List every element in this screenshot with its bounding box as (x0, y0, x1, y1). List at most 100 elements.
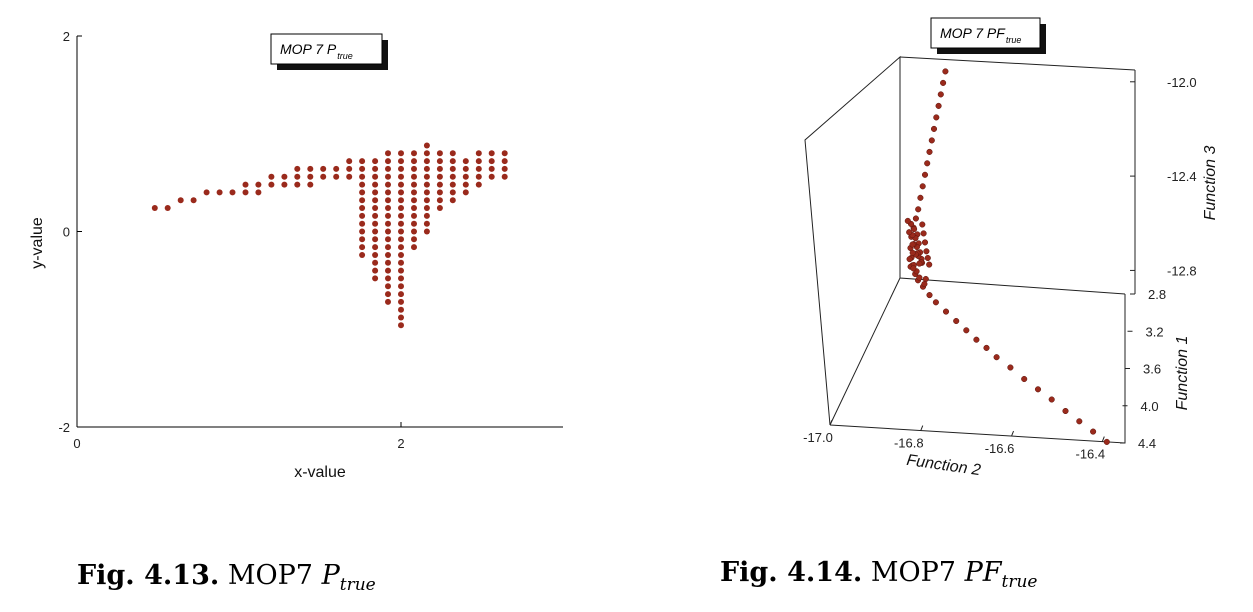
scatter-point (385, 229, 391, 235)
scatter-point (398, 244, 404, 250)
scatter-point (437, 189, 443, 195)
scatter-point (411, 150, 417, 156)
scatter-point (268, 182, 274, 188)
scatter-point (489, 166, 495, 172)
scatter-point (424, 166, 430, 172)
caption-label: Fig. 4.13. (77, 560, 219, 591)
figure-caption-4-13: Fig. 4.13. MOP7 Ptrue (77, 560, 376, 595)
function3-tick-label: -12.4 (1167, 169, 1197, 184)
scatter-points (152, 143, 508, 329)
scatter-point (372, 213, 378, 219)
scatter-point (450, 166, 456, 172)
scatter-point (450, 150, 456, 156)
scatter-point (385, 150, 391, 156)
scatter-point (411, 166, 417, 172)
scatter-point (359, 244, 365, 250)
scatter-point (359, 221, 365, 227)
scatter-point (424, 150, 430, 156)
y-tick-label: -2 (58, 420, 70, 435)
scatter3d-point (923, 276, 929, 282)
scatter3d-point (910, 242, 916, 248)
function1-axis-label: Function 1 (1174, 336, 1191, 411)
scatter-point (463, 166, 469, 172)
scatter3d-point (927, 149, 933, 155)
function1-tick-label: 3.2 (1146, 324, 1164, 339)
scatter-point (372, 174, 378, 180)
scatter-point (398, 189, 404, 195)
scatter-point (359, 189, 365, 195)
scatter-point (450, 197, 456, 203)
back-edges (805, 57, 1125, 425)
function2-tick-label: -17.0 (803, 430, 833, 445)
scatter-point (398, 283, 404, 289)
scatter-point (385, 158, 391, 164)
scatter-point (398, 275, 404, 281)
scatter-point (372, 260, 378, 266)
chart-title-main: MOP 7 PF (940, 25, 1006, 41)
scatter3d-point (934, 115, 940, 121)
scatter3d-point (1104, 439, 1110, 445)
scatter3d-point (1077, 419, 1083, 425)
scatter-point (372, 182, 378, 188)
scatter-point (424, 158, 430, 164)
scatter-point (437, 205, 443, 211)
scatter3d-point (943, 69, 949, 75)
scatter3d-point (1049, 397, 1055, 403)
scatter3d-point (906, 229, 912, 235)
scatter-point (463, 189, 469, 195)
scatter-point (476, 182, 482, 188)
scatter-point (165, 205, 171, 211)
scatter3d-point (940, 80, 946, 86)
scatter-point (385, 291, 391, 297)
chart-title-box: MOP 7 Ptrue (271, 34, 388, 70)
scatter-point (372, 252, 378, 258)
x-axis-label: x-value (294, 464, 346, 481)
scatter3d-point (911, 266, 917, 272)
function1-tick-label: 4.0 (1141, 399, 1159, 414)
scatter-point (372, 268, 378, 274)
scatter3d-points (905, 69, 1110, 445)
scatter-point (307, 166, 313, 172)
chart-title-subscript: true (1006, 35, 1022, 45)
function2-tick-label: -16.4 (1075, 447, 1105, 462)
caption-subscript: true (340, 575, 376, 595)
scatter-point (437, 166, 443, 172)
scatter3d-point (931, 126, 937, 132)
scatter-point (502, 158, 508, 164)
function3-tick-label: -12.8 (1167, 263, 1197, 278)
scatter-point (424, 182, 430, 188)
scatter-point (424, 213, 430, 219)
scatter3d-point (917, 261, 923, 267)
scatter-point (411, 213, 417, 219)
scatter3d-point (905, 218, 911, 224)
caption-symbol: PF (965, 557, 1002, 588)
scatter-point (307, 182, 313, 188)
scatter3d-chart-mop7-pftrue: 2.83.23.64.04.4-17.0 -16.8 -16.6 -16.4-12.0… (803, 18, 1219, 479)
scatter-point (411, 205, 417, 211)
function2-tick-mark (921, 426, 923, 431)
scatter3d-point (911, 226, 917, 232)
scatter-point (489, 150, 495, 156)
scatter-point (489, 174, 495, 180)
scatter3d-point (921, 231, 927, 237)
scatter3d-point (929, 138, 935, 144)
scatter-point (359, 166, 365, 172)
scatter-point (437, 158, 443, 164)
scatter-point (398, 229, 404, 235)
scatter3d-point (922, 240, 928, 246)
scatter-point (424, 221, 430, 227)
scatter-point (398, 182, 404, 188)
caption-subscript: true (1002, 572, 1038, 592)
caption-symbol: P (322, 560, 340, 591)
scatter-point (372, 166, 378, 172)
scatter-point (463, 158, 469, 164)
scatter-point (463, 182, 469, 188)
scatter-point (398, 268, 404, 274)
scatter-point (385, 252, 391, 258)
function3-tick-label: -12.0 (1167, 75, 1197, 90)
function2-axis-label: Function 2 (905, 452, 981, 479)
scatter-point (217, 189, 223, 195)
scatter-point (398, 174, 404, 180)
scatter-point (424, 197, 430, 203)
scatter-point (450, 158, 456, 164)
